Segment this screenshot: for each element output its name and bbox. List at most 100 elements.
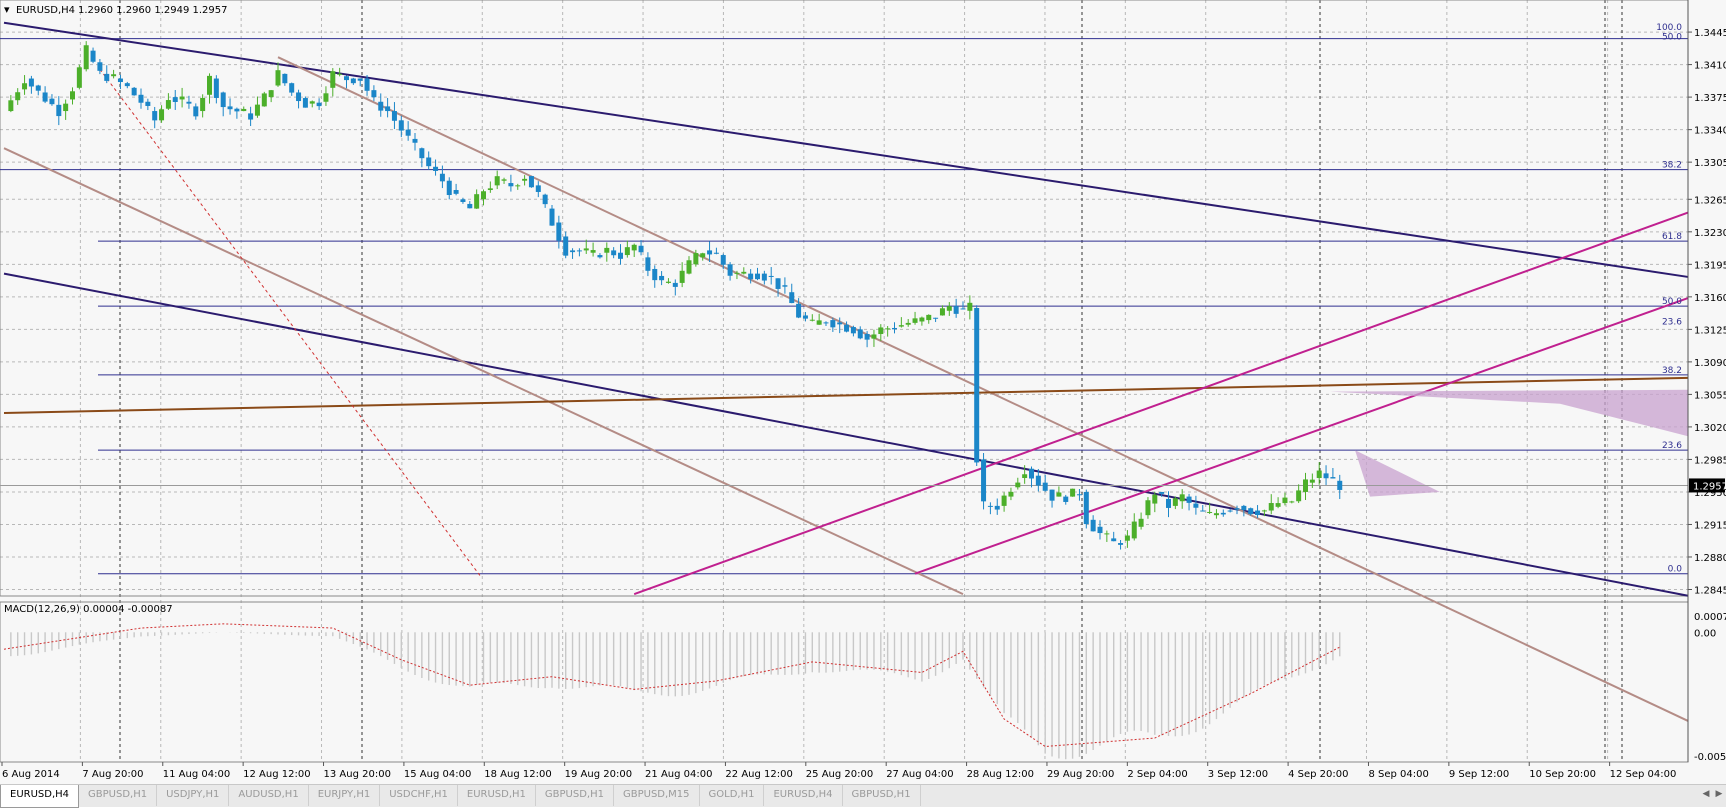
- candle-body: [433, 166, 439, 171]
- candle-body: [693, 253, 699, 265]
- candle-body: [1145, 500, 1151, 516]
- candle-body: [645, 257, 651, 271]
- current-price-label: 1.2957: [1693, 481, 1726, 492]
- candle-body: [1001, 495, 1007, 506]
- chart-tab[interactable]: GBPUSD,H1: [843, 785, 921, 806]
- candle-body: [213, 78, 219, 98]
- fib-label: 50.0: [1662, 32, 1682, 42]
- time-tick-label: 9 Sep 12:00: [1449, 769, 1509, 780]
- tab-scroll-left-icon[interactable]: ◀: [1702, 789, 1710, 799]
- candle-body: [357, 78, 363, 81]
- chart-tab[interactable]: EURUSD,H4: [764, 785, 843, 806]
- candle-body: [63, 103, 69, 112]
- price-tick-label: 1.3305: [1694, 158, 1726, 169]
- fib-labels: 100.050.038.261.850.023.638.223.60.0: [1656, 23, 1682, 575]
- symbol-menu-icon[interactable]: ▾: [4, 3, 10, 16]
- candle-body: [344, 76, 349, 81]
- chart-tab[interactable]: USDCHF,H1: [380, 785, 458, 806]
- candle-body: [1255, 510, 1261, 516]
- candle-body: [83, 45, 89, 70]
- candle-body: [631, 244, 637, 251]
- candle-body: [686, 260, 692, 274]
- candle-body: [1111, 538, 1117, 542]
- candle-body: [789, 292, 795, 304]
- fib-label: 38.2: [1662, 366, 1682, 376]
- candle-body: [618, 252, 623, 259]
- macd-bottom-label: -0.00585: [1694, 752, 1726, 763]
- candle-body: [823, 322, 829, 324]
- time-tick-label: 28 Aug 12:00: [967, 769, 1034, 780]
- tab-scroll-right-icon[interactable]: ▶: [1715, 789, 1723, 799]
- candle-body: [508, 183, 514, 187]
- candle-body: [391, 111, 397, 121]
- candle-body: [912, 318, 918, 323]
- candle-body: [90, 50, 96, 62]
- candle-body: [1241, 505, 1247, 510]
- candle-body: [76, 67, 82, 88]
- chart-tab[interactable]: EURUSD,H1: [458, 785, 536, 806]
- candle-body: [1200, 510, 1206, 512]
- candle-body: [275, 70, 281, 86]
- chart-tab[interactable]: AUDUSD,H1: [229, 785, 309, 806]
- candle-body: [720, 255, 726, 265]
- candle-body: [200, 97, 206, 112]
- candle-body: [933, 317, 939, 319]
- candle-body: [302, 98, 308, 108]
- moving-average: [3, 376, 1689, 414]
- resistance-line: [3, 21, 1689, 278]
- candle-body: [802, 315, 808, 319]
- candle-body: [665, 281, 671, 283]
- candle-body: [35, 85, 41, 91]
- mid-channel-line: [3, 272, 1689, 597]
- chart-tab[interactable]: GBPUSD,H1: [536, 785, 614, 806]
- candle-body: [734, 272, 740, 274]
- chart-tab[interactable]: EURUSD,H4: [0, 785, 80, 808]
- candle-body: [1248, 508, 1254, 515]
- chart-tab[interactable]: GOLD,H1: [700, 785, 765, 806]
- price-tick-label: 1.3020: [1694, 423, 1726, 434]
- price-chart[interactable]: 100.050.038.261.850.023.638.223.60.0 1.3…: [0, 0, 1726, 784]
- candle-body: [604, 247, 610, 253]
- candle-body: [1015, 482, 1021, 488]
- fib-label: 0.0: [1668, 565, 1683, 575]
- candle-body: [850, 327, 856, 334]
- time-tick-label: 12 Sep 04:00: [1610, 769, 1677, 780]
- candle-body: [570, 250, 576, 253]
- chart-tab[interactable]: GBPUSD,M15: [614, 785, 700, 806]
- candle-body: [227, 106, 233, 110]
- candle-body: [296, 92, 302, 102]
- price-tick-label: 1.3195: [1694, 260, 1726, 271]
- candle-body: [56, 104, 62, 117]
- candle-body: [145, 101, 151, 106]
- candle-body: [487, 188, 493, 191]
- candle-body: [994, 505, 1000, 510]
- ohlc-label: 1.2960 1.2960 1.2949 1.2957: [78, 5, 228, 16]
- brown-channel-lower: [3, 147, 964, 596]
- fib-label: 61.8: [1662, 232, 1682, 242]
- candle-body: [1104, 533, 1110, 535]
- chart-tab[interactable]: USDJPY,H1: [157, 785, 230, 806]
- candle-body: [364, 78, 370, 91]
- candle-body: [974, 308, 980, 463]
- candle-body: [1330, 477, 1336, 479]
- candle-body: [426, 157, 432, 167]
- candle-body: [220, 92, 226, 108]
- candle-body: [611, 250, 617, 256]
- chart-tab[interactable]: EURJPY,H1: [309, 785, 381, 806]
- price-axis-bg: [1688, 0, 1726, 762]
- price-tick-label: 1.3160: [1694, 293, 1726, 304]
- candle-body: [652, 268, 658, 281]
- candle-body: [15, 92, 21, 101]
- candle-body: [268, 90, 274, 98]
- brown-channel-upper: [277, 56, 1689, 722]
- candle-body: [1234, 508, 1240, 510]
- candle-body: [672, 282, 678, 287]
- candle-body: [563, 236, 569, 256]
- time-tick-label: 19 Aug 20:00: [565, 769, 632, 780]
- candle-body: [419, 148, 425, 159]
- candle-body: [638, 245, 644, 253]
- candle-body: [707, 250, 713, 255]
- chart-tab[interactable]: GBPUSD,H1: [79, 785, 158, 806]
- candle-body: [1049, 489, 1055, 501]
- price-tick-label: 1.2845: [1694, 585, 1726, 596]
